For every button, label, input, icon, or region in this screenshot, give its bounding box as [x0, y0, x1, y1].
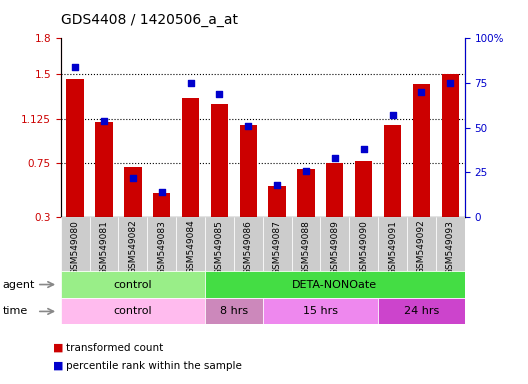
Text: GSM549085: GSM549085: [215, 220, 224, 275]
Point: [417, 89, 426, 95]
Bar: [407, 217, 436, 271]
Bar: [413, 84, 430, 217]
Point: [446, 80, 455, 86]
Bar: [205, 271, 465, 298]
Point: [331, 155, 339, 161]
Bar: [182, 98, 199, 217]
Bar: [355, 161, 372, 217]
Text: GSM549092: GSM549092: [417, 220, 426, 275]
Bar: [234, 217, 263, 271]
Point: [388, 112, 397, 118]
Text: percentile rank within the sample: percentile rank within the sample: [66, 361, 242, 371]
Bar: [96, 122, 112, 217]
Text: time: time: [3, 306, 28, 316]
Point: [100, 118, 108, 124]
Point: [244, 123, 252, 129]
Bar: [61, 298, 205, 324]
Text: control: control: [114, 280, 152, 290]
Bar: [90, 217, 118, 271]
Point: [129, 175, 137, 181]
Bar: [378, 217, 407, 271]
Bar: [153, 193, 171, 217]
Text: GSM549081: GSM549081: [99, 220, 108, 275]
Bar: [297, 169, 315, 217]
Bar: [320, 217, 349, 271]
Text: GSM549093: GSM549093: [446, 220, 455, 275]
Point: [301, 167, 310, 174]
Text: GSM549084: GSM549084: [186, 220, 195, 275]
Bar: [124, 167, 142, 217]
Point: [215, 91, 224, 97]
Point: [157, 189, 166, 195]
Bar: [384, 125, 401, 217]
Text: 24 hrs: 24 hrs: [404, 306, 439, 316]
Bar: [205, 298, 262, 324]
Bar: [118, 217, 147, 271]
Bar: [176, 217, 205, 271]
Text: GSM549088: GSM549088: [301, 220, 310, 275]
Bar: [326, 164, 343, 217]
Bar: [61, 271, 205, 298]
Text: 8 hrs: 8 hrs: [220, 306, 248, 316]
Bar: [268, 186, 286, 217]
Text: GSM549091: GSM549091: [388, 220, 397, 275]
Point: [360, 146, 368, 152]
Bar: [262, 217, 291, 271]
Text: GSM549086: GSM549086: [244, 220, 253, 275]
Text: ■: ■: [53, 343, 63, 353]
Bar: [436, 217, 465, 271]
Bar: [378, 298, 465, 324]
Bar: [211, 104, 228, 217]
Bar: [67, 79, 84, 217]
Text: GSM549089: GSM549089: [331, 220, 340, 275]
Text: ■: ■: [53, 361, 63, 371]
Text: GSM549083: GSM549083: [157, 220, 166, 275]
Point: [273, 182, 281, 188]
Text: 15 hrs: 15 hrs: [303, 306, 338, 316]
Bar: [61, 217, 90, 271]
Point: [71, 64, 79, 70]
Text: GSM549082: GSM549082: [128, 220, 137, 275]
Text: GSM549080: GSM549080: [71, 220, 80, 275]
Bar: [291, 217, 320, 271]
Text: GSM549090: GSM549090: [359, 220, 368, 275]
Text: agent: agent: [3, 280, 35, 290]
Text: GDS4408 / 1420506_a_at: GDS4408 / 1420506_a_at: [61, 13, 238, 27]
Bar: [349, 217, 378, 271]
Bar: [147, 217, 176, 271]
Bar: [240, 125, 257, 217]
Bar: [262, 298, 378, 324]
Text: transformed count: transformed count: [66, 343, 163, 353]
Text: GSM549087: GSM549087: [272, 220, 281, 275]
Point: [186, 80, 195, 86]
Bar: [441, 74, 459, 217]
Text: DETA-NONOate: DETA-NONOate: [292, 280, 378, 290]
Bar: [205, 217, 234, 271]
Text: control: control: [114, 306, 152, 316]
